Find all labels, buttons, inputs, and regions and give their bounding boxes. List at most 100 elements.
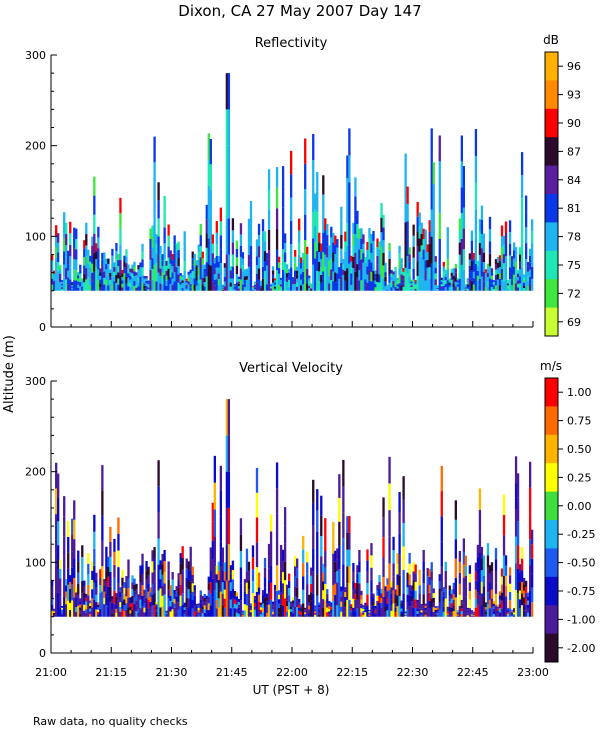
data-cell — [263, 577, 267, 588]
data-cell — [139, 608, 142, 617]
data-cell — [141, 553, 144, 565]
data-cell — [326, 279, 329, 291]
data-cell — [302, 562, 305, 577]
colorbar-swatch — [545, 279, 558, 308]
data-cell — [444, 570, 447, 581]
data-cell — [364, 607, 367, 610]
data-cell — [207, 264, 210, 291]
data-cell — [199, 607, 202, 613]
data-cell — [518, 283, 522, 291]
data-cell — [247, 266, 251, 279]
data-cell — [528, 248, 532, 256]
data-cell — [320, 515, 323, 537]
data-cell — [135, 605, 138, 612]
data-cell — [73, 269, 76, 281]
data-cell — [520, 570, 524, 582]
data-cell — [251, 288, 255, 290]
data-cell — [275, 249, 279, 271]
data-cell — [69, 221, 72, 234]
data-cell — [189, 593, 192, 606]
data-cell — [99, 279, 102, 284]
data-cell — [428, 576, 431, 585]
data-cell — [376, 585, 379, 591]
data-cell — [229, 266, 233, 271]
data-cell — [79, 264, 82, 270]
data-cell — [109, 280, 112, 284]
data-cell — [113, 577, 116, 591]
data-cell — [179, 272, 182, 276]
data-cell — [255, 282, 259, 291]
data-cell — [364, 614, 367, 617]
data-cell — [414, 573, 417, 582]
data-cell — [500, 225, 504, 237]
data-cell — [237, 276, 241, 280]
data-cell — [135, 272, 138, 276]
data-cell — [143, 612, 146, 617]
data-cell — [267, 229, 271, 251]
data-cell — [398, 260, 401, 269]
data-cell — [241, 610, 245, 612]
data-cell — [77, 272, 80, 276]
data-cell — [185, 286, 188, 289]
data-cell — [316, 510, 319, 532]
data-cell — [388, 483, 391, 511]
data-cell — [289, 604, 293, 607]
data-cell — [344, 280, 347, 291]
data-cell — [440, 286, 443, 289]
data-cell — [334, 253, 337, 264]
data-cell — [438, 609, 441, 617]
data-cell — [406, 186, 409, 204]
data-cell — [314, 611, 317, 613]
data-cell — [436, 285, 439, 287]
data-cell — [155, 611, 158, 615]
data-cell — [187, 589, 190, 599]
data-cell — [99, 600, 102, 609]
data-cell — [520, 175, 524, 199]
data-cell — [410, 585, 413, 591]
data-cell — [173, 607, 176, 613]
data-cell — [516, 473, 520, 498]
data-cell — [177, 580, 180, 588]
data-cell — [312, 238, 315, 265]
data-cell — [53, 612, 56, 615]
data-cell — [380, 607, 383, 613]
data-cell — [388, 274, 391, 283]
data-cell — [51, 254, 54, 261]
data-cell — [334, 550, 337, 562]
data-cell — [275, 270, 279, 291]
data-cell — [432, 607, 435, 613]
data-cell — [496, 285, 500, 291]
data-cell — [67, 277, 70, 285]
y-tick-label: 0 — [39, 321, 46, 334]
data-cell — [346, 583, 349, 600]
data-cell — [189, 287, 192, 291]
data-cell — [237, 613, 241, 617]
data-cell — [219, 207, 223, 222]
data-cell — [502, 272, 506, 282]
data-cell — [512, 266, 516, 275]
data-cell — [285, 611, 289, 617]
data-cell — [498, 278, 502, 285]
data-cell — [59, 588, 62, 598]
data-cell — [342, 285, 345, 291]
data-cell — [394, 603, 397, 608]
data-cell — [458, 266, 461, 279]
data-cell — [376, 238, 379, 248]
data-cell — [165, 610, 168, 612]
data-cell — [83, 586, 86, 593]
data-cell — [382, 576, 385, 597]
data-cell — [344, 261, 347, 272]
data-cell — [430, 562, 433, 572]
data-cell — [528, 539, 532, 566]
data-cell — [438, 595, 441, 603]
data-cell — [177, 587, 180, 595]
data-cell — [500, 608, 504, 617]
data-cell — [85, 256, 88, 269]
data-cell — [478, 266, 482, 279]
data-cell — [209, 214, 212, 241]
data-cell — [526, 281, 530, 286]
data-cell — [506, 283, 510, 286]
data-cell — [53, 280, 56, 285]
data-cell — [366, 594, 369, 606]
data-cell — [69, 609, 72, 617]
